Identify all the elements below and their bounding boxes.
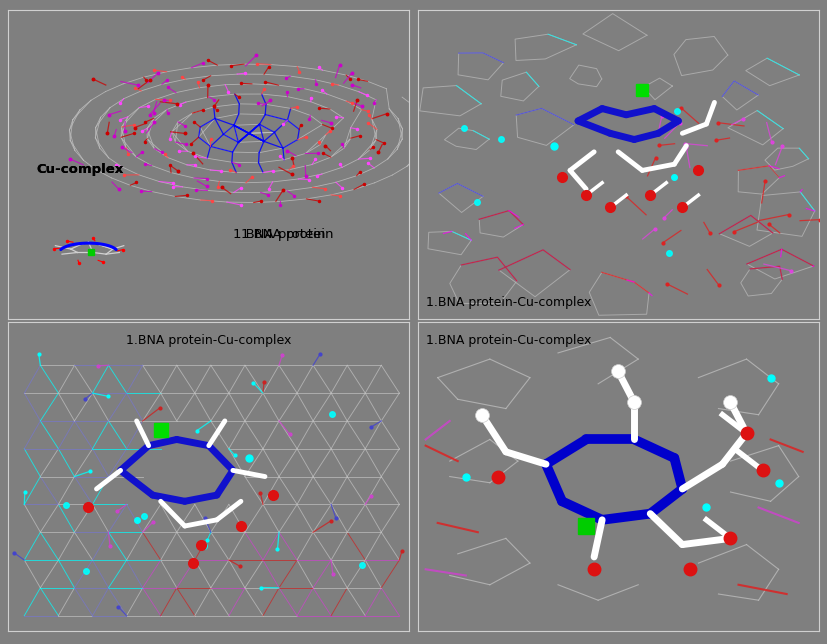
Text: 1.BNA protein-Cu-complex: 1.BNA protein-Cu-complex [426, 296, 591, 309]
Text: 1.BNA protein-Cu-complex: 1.BNA protein-Cu-complex [127, 334, 291, 346]
Text: 1.BNA protein-Cu-complex: 1.BNA protein-Cu-complex [426, 334, 591, 346]
Text: Cu-complex: Cu-complex [36, 164, 123, 176]
Text: Cu-complex: Cu-complex [36, 164, 123, 176]
Text: 1.BNA protein: 1.BNA protein [241, 229, 333, 242]
Text: 1.BNA protein: 1.BNA protein [233, 229, 325, 242]
